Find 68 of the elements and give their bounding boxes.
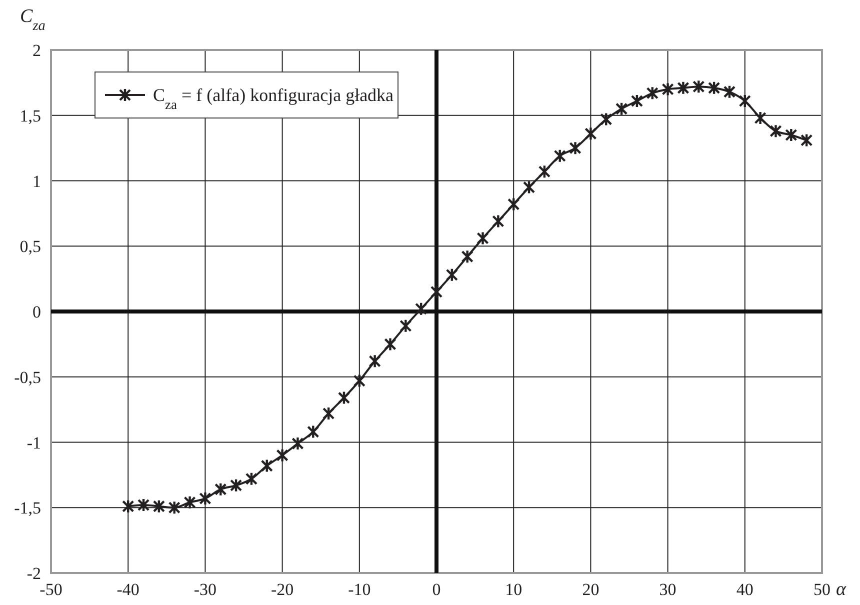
point (600, 112, 612, 126)
y-tick-label: -0,5 (14, 368, 41, 387)
point (260, 458, 273, 473)
y-tick-label: 1 (32, 172, 41, 191)
point (276, 448, 288, 462)
point (152, 499, 166, 514)
point (662, 82, 674, 96)
point (569, 140, 582, 156)
x-axis-title: α (836, 579, 847, 600)
legend-label: C$_{za}$ = f (alfa) konfiguracja gładka (153, 85, 394, 112)
point (353, 374, 366, 388)
y-tick-label: -2 (26, 564, 41, 583)
point (508, 197, 520, 212)
point (800, 133, 813, 148)
x-tick-label: 10 (505, 580, 522, 599)
x-tick-label: 40 (736, 580, 754, 599)
point (615, 102, 628, 116)
y-axis-title: C$_{za}$ (20, 6, 46, 34)
point (338, 390, 350, 405)
point (754, 110, 766, 126)
point (446, 268, 458, 282)
x-tick-label: -40 (116, 580, 140, 599)
point (723, 84, 736, 99)
point (538, 164, 551, 179)
x-tick-label: 30 (659, 580, 676, 599)
x-tick-label: 50 (814, 580, 830, 599)
point (646, 86, 658, 100)
y-tick-label: 1,5 (20, 106, 41, 126)
y-tick-label: -1,5 (14, 498, 41, 518)
point (199, 491, 212, 506)
point (292, 436, 304, 451)
point (368, 354, 381, 368)
point (384, 337, 396, 352)
y-tick-label: 0 (32, 302, 41, 322)
x-tick-label: -10 (348, 580, 371, 599)
point (430, 284, 443, 299)
point (461, 249, 474, 264)
point (400, 318, 412, 333)
point (322, 406, 335, 421)
y-tick-label: 0,5 (20, 237, 41, 256)
point (214, 482, 227, 496)
point (122, 499, 134, 514)
point (137, 498, 150, 512)
point (677, 80, 690, 96)
point (554, 148, 566, 164)
point (785, 128, 798, 142)
x-tick-label: 0 (432, 580, 441, 599)
point (476, 231, 489, 246)
point (184, 495, 196, 510)
point (168, 500, 180, 515)
point (522, 180, 536, 194)
point (770, 124, 782, 138)
y-tick-label: 2 (32, 41, 41, 60)
x-tick-label: 20 (582, 580, 600, 599)
x-tick-label: -30 (194, 580, 217, 599)
point (738, 94, 751, 108)
point (492, 214, 504, 228)
y-tick-label: -1 (26, 433, 41, 452)
point (708, 80, 720, 96)
point (630, 94, 644, 108)
point (692, 80, 705, 94)
point (584, 126, 597, 141)
point (230, 478, 242, 492)
point (414, 302, 428, 316)
point (307, 424, 320, 439)
point (245, 472, 258, 486)
x-tick-label: -20 (270, 580, 294, 599)
x-tick-label: -50 (40, 580, 62, 599)
